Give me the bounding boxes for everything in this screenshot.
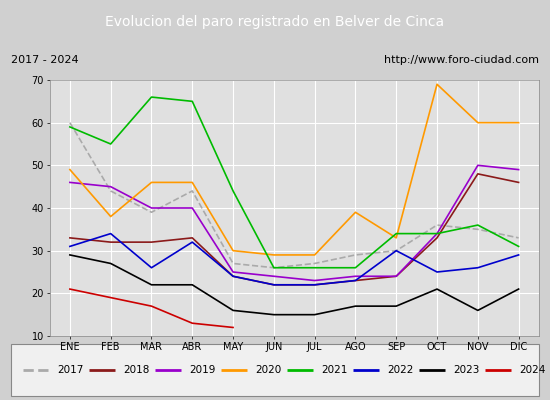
Text: 2019: 2019	[189, 365, 216, 375]
Text: Evolucion del paro registrado en Belver de Cinca: Evolucion del paro registrado en Belver …	[106, 15, 444, 29]
Text: 2018: 2018	[123, 365, 150, 375]
Text: 2021: 2021	[321, 365, 348, 375]
Text: 2022: 2022	[387, 365, 414, 375]
Text: 2020: 2020	[255, 365, 282, 375]
Text: 2023: 2023	[453, 365, 480, 375]
Text: 2017: 2017	[57, 365, 84, 375]
Text: 2024: 2024	[519, 365, 546, 375]
Text: 2017 - 2024: 2017 - 2024	[11, 55, 79, 65]
FancyBboxPatch shape	[11, 344, 539, 396]
Text: http://www.foro-ciudad.com: http://www.foro-ciudad.com	[384, 55, 539, 65]
